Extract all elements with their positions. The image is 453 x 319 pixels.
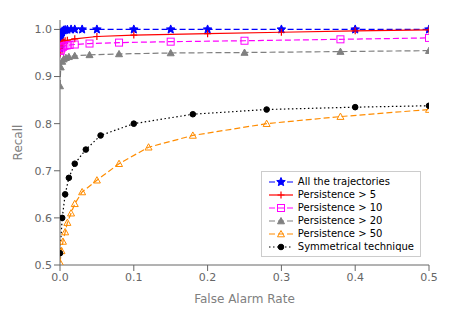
html-text:All the trajectories: All the trajectories [297,176,390,187]
svg-text:0.9: 0.9 [35,70,53,83]
svg-text:0.1: 0.1 [125,271,143,284]
svg-text:0.5: 0.5 [35,259,53,272]
svg-text:0.2: 0.2 [199,271,217,284]
svg-text:0.6: 0.6 [35,212,53,225]
svg-text:False Alarm Rate: False Alarm Rate [194,292,295,306]
svg-text:0.3: 0.3 [273,271,291,284]
html-text:Persistence > 5: Persistence > 5 [297,189,377,200]
svg-text:0.5: 0.5 [420,271,438,284]
svg-text:0.7: 0.7 [35,165,53,178]
svg-text:Recall: Recall [11,125,25,161]
html-text:Persistence > 20: Persistence > 20 [297,215,383,226]
svg-text:0.0: 0.0 [51,271,69,284]
svg-text:1.0: 1.0 [35,23,53,36]
svg-text:0.4: 0.4 [346,271,364,284]
html-text:Symmetrical technique: Symmetrical technique [297,241,414,252]
html-text:Persistence > 10: Persistence > 10 [297,202,383,213]
html-text:Persistence > 50: Persistence > 50 [297,228,383,239]
svg-text:0.8: 0.8 [35,118,53,131]
